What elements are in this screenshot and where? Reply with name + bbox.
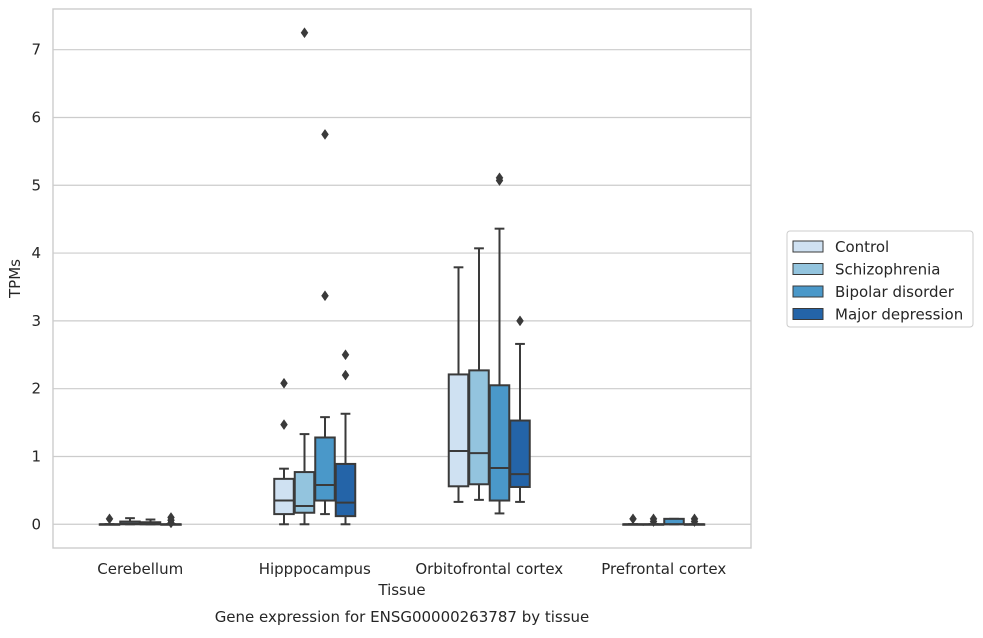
box-schizophrenia-prefrontal-cortex [642, 513, 665, 527]
outlier-point [321, 290, 329, 302]
outlier-point [105, 513, 114, 525]
x-tick-labels: Cerebellum Hipppocampus Orbitofrontal cort… [97, 560, 726, 578]
box-iqr [334, 462, 357, 518]
legend-swatch [792, 263, 824, 275]
y-tick-label: 0 [31, 515, 41, 533]
legend: Control Schizophrenia Bipolar disorder Majo… [786, 230, 974, 328]
box-iqr [273, 477, 295, 516]
legend-label: Schizophrenia [835, 261, 940, 279]
outlier-point [167, 512, 175, 523]
box-bipolar-disorder-prefrontal-cortex [663, 517, 685, 526]
box-schizophrenia-orbitofrontal-cortex [468, 247, 490, 501]
outlier-point [516, 315, 524, 327]
box-iqr [509, 419, 531, 488]
outlier-point [280, 377, 288, 389]
y-tick-label: 1 [31, 447, 41, 465]
outlier-point [341, 349, 350, 361]
outlier-point [690, 513, 699, 525]
x-tick-label: Orbitofrontal cortex [415, 560, 563, 578]
box-iqr [488, 384, 511, 502]
chart-caption: Gene expression for ENSG00000263787 by t… [215, 608, 590, 626]
legend-item: Major depression [792, 306, 963, 324]
gridlines [53, 49, 751, 525]
box-bipolar-disorder-hipppocampus [314, 128, 336, 516]
box-control-cerebellum [98, 513, 121, 526]
y-tick-label: 6 [31, 108, 41, 126]
legend-item: Bipolar disorder [792, 283, 955, 301]
outlier-point [649, 513, 658, 525]
legend-swatch [792, 308, 824, 320]
box-iqr [468, 369, 490, 486]
outlier-point [321, 128, 329, 140]
box-control-hipppocampus [273, 377, 295, 526]
box-bipolar-disorder-cerebellum [139, 518, 162, 526]
box-major-depression-hipppocampus [334, 349, 357, 526]
x-tick-label: Hipppocampus [259, 560, 371, 578]
outlier-point [495, 172, 504, 184]
box-schizophrenia-hipppocampus [293, 27, 316, 526]
x-tick-label: Prefrontal cortex [601, 560, 726, 578]
box-schizophrenia-cerebellum [119, 517, 141, 526]
legend-swatch [792, 285, 824, 298]
box-iqr [314, 436, 336, 502]
box-control-orbitofrontal-cortex [447, 266, 470, 503]
y-tick-label: 4 [31, 244, 41, 262]
y-tick-label: 2 [31, 380, 41, 398]
box-iqr [447, 373, 470, 488]
box-control-prefrontal-cortex [622, 513, 644, 526]
box-bipolar-disorder-orbitofrontal-cortex [488, 172, 511, 515]
outlier-point [629, 513, 637, 525]
legend-items: Control Schizophrenia Bipolar disorder Majo… [792, 238, 963, 324]
legend-frame [786, 230, 974, 328]
box-major-depression-orbitofrontal-cortex [509, 315, 531, 503]
y-axis-label: TPMs [6, 259, 24, 299]
legend-swatch [792, 240, 824, 253]
box-major-depression-prefrontal-cortex [683, 513, 706, 527]
x-axis-label: Tissue [377, 581, 425, 599]
outlier-point [280, 419, 288, 431]
y-tick-label: 7 [31, 41, 41, 59]
x-tick-label: Cerebellum [97, 560, 183, 578]
y-tick-label: 3 [31, 312, 41, 330]
outlier-point [300, 27, 309, 39]
legend-label: Control [835, 238, 889, 256]
legend-item: Control [792, 238, 889, 256]
plot-area [98, 27, 706, 529]
axes-frame [52, 8, 752, 549]
legend-label: Bipolar disorder [835, 283, 955, 301]
legend-label: Major depression [835, 306, 963, 324]
legend-item: Schizophrenia [792, 261, 940, 279]
box-major-depression-cerebellum [160, 512, 182, 529]
y-tick-label: 5 [31, 176, 41, 194]
y-tick-labels: 0 1 2 3 4 5 6 7 [31, 41, 41, 534]
outlier-point [341, 369, 350, 381]
